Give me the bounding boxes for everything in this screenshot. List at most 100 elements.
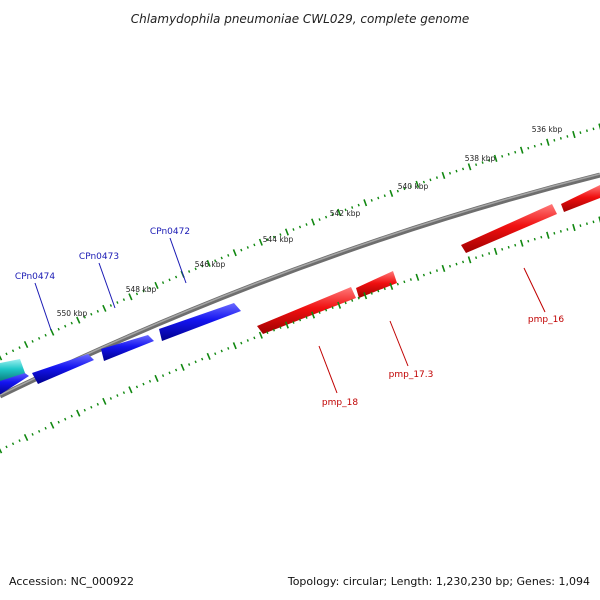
minor-tick [70, 321, 73, 325]
scale-label: 538 kbp [465, 154, 496, 163]
major-tick [49, 421, 55, 429]
major-tick [76, 316, 81, 324]
minor-tick [553, 231, 556, 235]
gene-label-pmp-16: pmp_16 [528, 315, 564, 325]
minor-tick [122, 298, 126, 302]
minor-tick [90, 405, 93, 409]
minor-tick [292, 321, 295, 324]
callout-line [523, 267, 546, 313]
major-tick [572, 130, 576, 139]
minor-tick [331, 306, 334, 310]
genome-backbone [0, 172, 600, 399]
minor-tick [383, 287, 386, 291]
minor-tick [435, 269, 439, 272]
minor-tick [351, 299, 354, 302]
gene-arrow-other [0, 359, 25, 381]
minor-tick [148, 286, 152, 290]
major-tick [0, 355, 3, 361]
major-tick [493, 154, 498, 162]
minor-tick [122, 391, 126, 395]
minor-tick [533, 237, 536, 241]
major-tick [598, 123, 600, 130]
minor-tick [246, 339, 249, 342]
genome-summary-text: Topology: circular; Length: 1,230,230 bp… [287, 575, 590, 588]
minor-tick [325, 215, 328, 219]
minor-tick [403, 187, 406, 191]
minor-tick [331, 213, 334, 217]
minor-tick [429, 178, 432, 182]
scale-label: 548 kbp [126, 285, 157, 294]
map-title: Chlamydophila pneumoniae CWL029, complet… [131, 12, 470, 26]
minor-tick [64, 417, 67, 421]
minor-tick [96, 309, 99, 313]
minor-tick [37, 429, 41, 433]
major-tick [546, 231, 550, 239]
gene-label-cpn0472: CPn0472 [150, 227, 190, 237]
minor-tick [246, 246, 249, 249]
minor-tick [135, 292, 139, 296]
minor-tick [220, 256, 223, 260]
minor-tick [64, 324, 67, 328]
major-tick [0, 448, 3, 454]
minor-tick [44, 333, 47, 337]
minor-tick [168, 371, 171, 375]
minor-tick [377, 289, 380, 293]
minor-tick [292, 228, 295, 231]
minor-tick [31, 433, 34, 436]
scale-label: 544 kbp [263, 235, 294, 244]
callout-line [318, 345, 338, 394]
major-tick [23, 433, 29, 442]
minor-tick [488, 252, 491, 255]
accession-text: Accession: NC_000922 [9, 575, 134, 588]
minor-tick [351, 206, 354, 209]
minor-tick [214, 259, 217, 263]
major-tick [389, 189, 394, 197]
minor-tick [566, 135, 569, 138]
minor-tick [11, 349, 15, 353]
minor-tick [168, 278, 171, 282]
minor-tick [488, 159, 491, 162]
gene-label-cpn0473: CPn0473 [79, 252, 119, 262]
major-tick [206, 259, 211, 267]
major-tick [128, 293, 133, 301]
minor-tick [448, 264, 452, 268]
scale-label: 540 kbp [398, 182, 429, 191]
major-tick [232, 249, 237, 257]
minor-tick [201, 357, 204, 361]
major-tick [337, 301, 342, 309]
minor-tick [429, 271, 432, 275]
minor-tick [44, 426, 47, 430]
minor-tick [344, 301, 347, 305]
minor-tick [475, 163, 478, 167]
minor-tick [174, 368, 178, 372]
minor-tick [227, 346, 230, 350]
minor-tick [266, 331, 269, 335]
minor-tick [592, 127, 595, 131]
gene-arrow-cpn0474 [32, 354, 94, 384]
minor-tick [585, 222, 588, 226]
minor-tick [148, 379, 152, 383]
minor-tick [298, 225, 302, 229]
minor-tick [559, 229, 562, 233]
gene-arrow-pmp-17-3 [356, 271, 397, 298]
gene-label-pmp-18: pmp_18 [322, 398, 358, 408]
minor-tick [188, 270, 191, 273]
minor-tick [57, 420, 60, 424]
minor-tick [579, 224, 582, 227]
minor-tick [161, 281, 165, 285]
major-tick [389, 282, 394, 290]
callout-line [389, 320, 409, 367]
minor-tick [142, 289, 145, 293]
minor-tick [540, 142, 543, 146]
minor-tick [142, 382, 145, 386]
minor-tick [462, 167, 465, 171]
minor-tick [396, 189, 399, 193]
minor-tick [514, 243, 517, 247]
major-tick [363, 199, 368, 207]
gene-arrow-pmp-15 [561, 185, 600, 212]
minor-tick [318, 311, 321, 314]
minor-tick [220, 349, 223, 353]
forward-gene-callouts: CPn0472 CPn0473 CPn0474 [15, 227, 190, 331]
major-tick [102, 397, 107, 405]
minor-tick [507, 245, 510, 249]
